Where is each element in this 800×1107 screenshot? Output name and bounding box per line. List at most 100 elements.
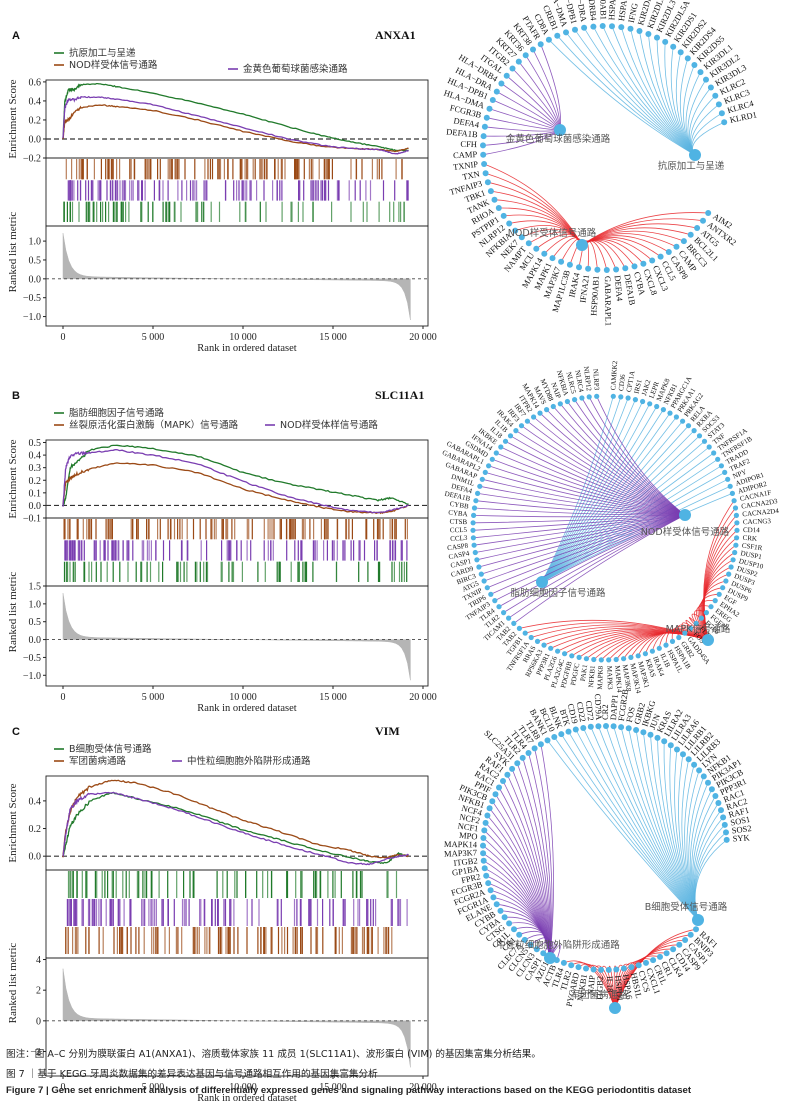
hit-bar — [87, 201, 89, 222]
gene-node — [484, 179, 491, 186]
hit-bar — [66, 540, 68, 561]
x-axis-label: Rank in ordered dataset — [197, 343, 297, 354]
hit-bar — [140, 201, 142, 222]
gene-node — [712, 92, 719, 99]
gene-label: CPT1A — [625, 370, 637, 392]
hit-bar — [112, 159, 114, 180]
hit-bar — [350, 201, 352, 222]
gene-node — [576, 264, 582, 271]
hit-bar — [312, 540, 314, 561]
edge — [534, 748, 553, 959]
gene-node — [583, 965, 589, 972]
gene-title: ANXA1 — [375, 28, 416, 42]
gene-node — [491, 196, 498, 203]
gene-node — [504, 771, 511, 778]
gene-node — [697, 69, 704, 76]
hit-bar — [129, 899, 131, 926]
hit-bar — [231, 561, 233, 582]
edge — [547, 740, 699, 921]
hit-bar — [113, 927, 115, 954]
gene-node — [572, 397, 578, 403]
hit-bar — [236, 180, 238, 201]
gene-node — [518, 234, 525, 241]
hit-bar — [96, 871, 98, 898]
hit-bar — [100, 899, 102, 926]
hit-bar — [376, 540, 378, 561]
hit-bar — [367, 927, 369, 954]
hit-bar — [67, 871, 70, 898]
pathway-hub-label: NOD样受体信号通路 — [641, 526, 730, 538]
edge — [481, 514, 686, 575]
hit-bar — [320, 180, 322, 201]
x-axis-label: Rank in ordered dataset — [197, 703, 297, 714]
gene-nodes — [480, 723, 730, 973]
gene-node — [732, 505, 739, 511]
panel-letter: B — [12, 390, 20, 402]
hit-bar — [244, 180, 246, 201]
edge — [614, 960, 647, 1009]
hit-bar — [227, 159, 229, 180]
pathway-hub-label: B细胞受体信号通路 — [645, 901, 728, 913]
hit-bar — [407, 180, 409, 201]
edge — [575, 729, 699, 921]
hit-bar — [314, 871, 316, 898]
hit-bar — [367, 561, 369, 582]
gene-node — [594, 393, 600, 399]
gene-node — [495, 205, 502, 211]
gene-node — [502, 438, 509, 444]
gene-label: HSPD1 — [613, 975, 625, 1002]
gene-node — [670, 43, 677, 50]
gene-label: MPO — [459, 830, 478, 841]
hit-bar — [153, 180, 155, 201]
edge — [605, 725, 699, 921]
hit-bar — [129, 159, 131, 180]
hit-bar — [176, 159, 178, 180]
hit-bar — [105, 159, 107, 180]
gene-node — [656, 645, 662, 651]
hit-bar — [169, 519, 172, 540]
hit-bar — [315, 180, 317, 201]
hit-bar — [337, 519, 339, 540]
hit-bar — [63, 201, 65, 222]
hit-bar — [205, 180, 207, 201]
gene-node — [534, 638, 541, 644]
hit-bar — [370, 927, 372, 954]
hit-bar — [359, 899, 361, 926]
gene-node — [521, 936, 528, 943]
hit-bar — [389, 540, 391, 561]
rank-axes-frame — [45, 585, 429, 687]
gene-node — [480, 842, 486, 849]
gene-node — [657, 953, 663, 960]
hit-bar — [327, 519, 329, 540]
gene-node — [712, 598, 718, 604]
hit-bar — [247, 159, 249, 180]
gene-node — [533, 946, 540, 953]
edge — [541, 409, 664, 583]
hit-bar — [186, 561, 188, 582]
hit-bar — [87, 899, 90, 926]
hit-bar — [87, 180, 90, 201]
edge — [548, 39, 696, 156]
hit-bar — [81, 871, 83, 898]
edge — [473, 514, 686, 524]
hit-bar — [97, 180, 99, 201]
gene-node — [509, 765, 516, 772]
hit-bar — [399, 899, 402, 926]
hit-bar — [332, 899, 334, 926]
edge — [494, 514, 686, 601]
edge — [541, 412, 671, 583]
edge — [474, 514, 686, 546]
gene-node — [676, 941, 683, 948]
hit-bar — [395, 159, 397, 180]
hit-bar — [281, 159, 283, 180]
gene-node — [481, 161, 488, 167]
gene-node — [496, 784, 502, 791]
hit-bar — [398, 201, 400, 222]
gene-node — [609, 23, 615, 30]
gene-node — [650, 957, 657, 964]
hit-bar — [309, 899, 311, 926]
gene-node — [583, 656, 589, 662]
hit-bar — [206, 540, 208, 561]
hit-bar — [158, 180, 161, 201]
gene-label: CD79A — [593, 693, 604, 721]
